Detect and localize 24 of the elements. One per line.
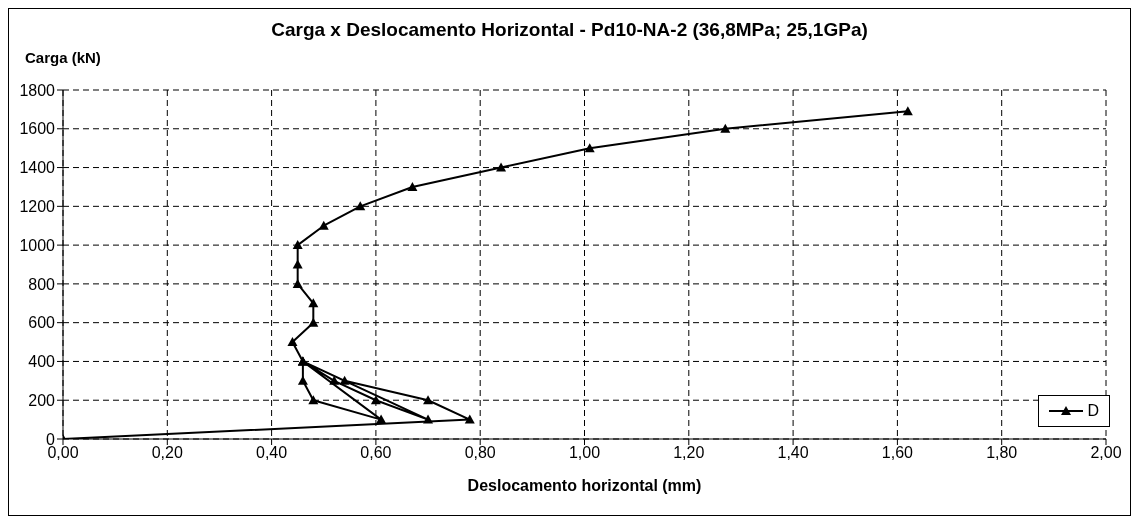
y-tick-label: 1800 <box>19 81 56 99</box>
x-tick-label: 1,60 <box>881 444 914 462</box>
y-tick-label: 200 <box>28 391 56 409</box>
x-tick-label: 1,40 <box>777 444 809 462</box>
x-tick-label: 0,80 <box>464 444 496 462</box>
x-tick-label: 1,80 <box>986 444 1018 462</box>
y-tick-label: 400 <box>28 353 56 371</box>
x-tick-label: 0,00 <box>47 444 79 462</box>
chart-title: Carga x Deslocamento Horizontal - Pd10-NA-2 (36,8MPa; 25,1GPa) <box>270 19 869 41</box>
y-tick-label: 1600 <box>19 120 56 138</box>
y-axis-title: Carga (kN) <box>25 49 101 66</box>
x-tick-label: 2,00 <box>1090 444 1122 462</box>
y-tick-label: 1400 <box>19 159 56 177</box>
y-tick-label: 1200 <box>19 198 56 216</box>
x-tick-label: 1,20 <box>673 444 705 462</box>
x-tick-label: 0,60 <box>360 444 392 462</box>
x-tick-label: 0,20 <box>151 444 183 462</box>
x-axis-title: Deslocamento horizontal (mm) <box>467 477 702 494</box>
y-tick-label: 1000 <box>19 236 56 254</box>
x-tick-label: 0,40 <box>256 444 288 462</box>
legend-label: D <box>1087 402 1099 420</box>
y-tick-label: 600 <box>28 314 56 332</box>
x-tick-label: 1,00 <box>568 444 601 462</box>
y-tick-label: 800 <box>28 275 56 293</box>
